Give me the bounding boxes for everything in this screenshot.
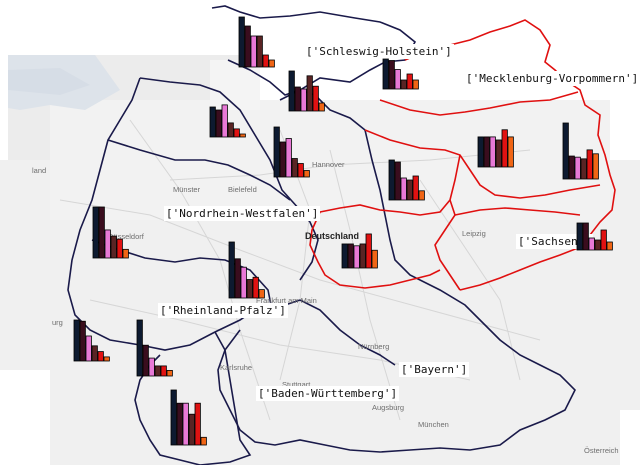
place-label: Augsburg <box>372 403 405 412</box>
place-label: Nürnberg <box>358 342 390 351</box>
place-label: Hannover <box>312 160 345 169</box>
region-label-mecklenburg-vorpommern: ['Mecklenburg-Vorpommern'] <box>464 71 640 86</box>
region-label-schleswig-holstein: ['Schleswig-Holstein'] <box>304 44 454 59</box>
map-tiles <box>0 55 640 465</box>
place-label: urg <box>52 318 63 327</box>
region-label-sachsen: ['Sachsen'] <box>516 234 593 249</box>
water-areas <box>8 55 120 110</box>
place-label: Leipzig <box>462 229 486 238</box>
place-label: Frankfurt am Main <box>256 296 317 305</box>
place-label: Bielefeld <box>228 185 257 194</box>
place-label: Österreich <box>584 446 619 455</box>
east-state-borders <box>309 19 616 291</box>
place-label: Stuttgart <box>282 380 311 389</box>
region-label-rheinland-pfalz: ['Rheinland-Pfalz'] <box>158 303 288 318</box>
country-label: Deutschland <box>305 231 360 241</box>
place-label: München <box>418 420 449 429</box>
region-label-baden-wuerttemberg: ['Baden-Württemberg'] <box>256 386 400 401</box>
place-label: Düsseldorf <box>108 232 144 241</box>
place-label: Münster <box>173 185 201 194</box>
region-label-bayern: ['Bayern'] <box>399 362 470 377</box>
place-label: land <box>32 166 47 175</box>
place-label: Karlsruhe <box>220 363 253 372</box>
region-label-nordrhein-westfalen: ['Nordrhein-Westfalen'] <box>164 206 321 221</box>
